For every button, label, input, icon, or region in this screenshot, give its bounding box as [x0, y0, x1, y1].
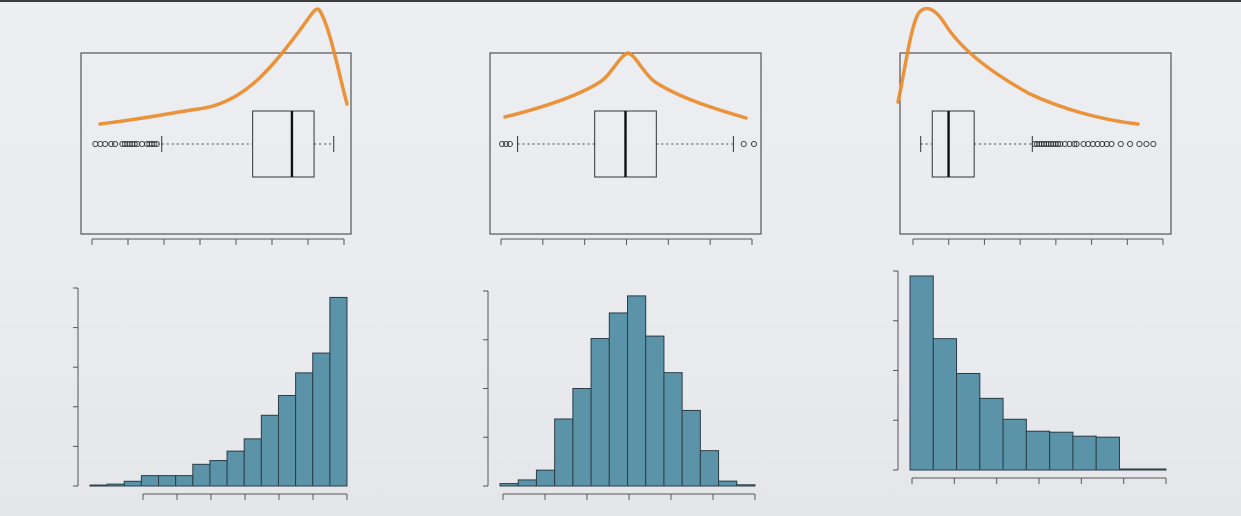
histogram-bar: [106, 483, 125, 487]
histogram-bar: [736, 484, 756, 487]
outlier-point: [1089, 140, 1096, 148]
outlier-point: [1031, 140, 1038, 148]
boxplot-frame: [80, 52, 352, 235]
histogram-bar: [699, 450, 720, 487]
histogram-bar: [329, 296, 348, 487]
histogram-bar: [1025, 430, 1051, 471]
outlier-point: [499, 140, 506, 148]
outlier-point: [506, 140, 513, 148]
density-curve: [98, 7, 349, 126]
histogram-2: [483, 290, 756, 500]
boxplot-frame: [899, 52, 1172, 235]
outlier-point: [1043, 140, 1050, 148]
outlier-point: [1080, 140, 1087, 148]
histogram-bar: [909, 275, 934, 471]
histogram-bar: [192, 463, 211, 487]
outlier-point: [1143, 140, 1150, 148]
outlier-point: [111, 140, 119, 148]
boxplot-1: [80, 7, 352, 245]
iqr-box: [252, 110, 315, 178]
outlier-point: [1073, 140, 1080, 148]
histogram-bar: [277, 394, 297, 487]
histogram-bar: [608, 312, 628, 487]
histogram-bar: [295, 372, 314, 487]
histogram-bar: [175, 475, 194, 487]
outlier-point: [108, 140, 115, 148]
boxplot-3: [896, 6, 1172, 245]
outlier-point: [153, 140, 160, 148]
outlier-point: [1057, 140, 1064, 148]
histogram-bar: [645, 335, 665, 487]
histogram-bar: [1118, 468, 1144, 471]
histogram-bar: [158, 475, 177, 487]
outlier-point: [1052, 140, 1059, 148]
outlier-point: [1099, 140, 1106, 148]
histogram-bar: [123, 480, 142, 487]
outlier-point: [1127, 140, 1134, 148]
outlier-point: [1040, 140, 1048, 148]
outlier-point: [750, 140, 758, 148]
histogram-bar: [312, 352, 331, 487]
outlier-point: [1050, 140, 1057, 148]
histogram-bar: [681, 409, 701, 487]
histogram-1: [73, 287, 348, 500]
histogram-bar: [243, 438, 262, 487]
outlier-point: [131, 140, 138, 148]
outlier-point: [1150, 140, 1157, 148]
outlier-point: [1085, 140, 1092, 148]
histogram-bar: [1002, 418, 1027, 471]
outlier-point: [102, 140, 109, 148]
outlier-point: [97, 140, 104, 148]
histogram-bar: [140, 475, 160, 487]
density-curve: [896, 6, 1140, 126]
histogram-bar: [663, 372, 683, 487]
outlier-point: [92, 140, 99, 148]
histogram-bar: [979, 397, 1004, 471]
outlier-point: [1033, 140, 1041, 148]
histogram-bar: [209, 460, 228, 487]
histogram-bar: [554, 418, 574, 487]
outlier-point: [1117, 140, 1124, 148]
outlier-point: [1136, 140, 1143, 148]
outlier-point: [139, 140, 146, 148]
histogram-bar: [718, 480, 738, 487]
histogram-bar: [89, 484, 108, 487]
histogram-bar: [1049, 431, 1074, 471]
outlier-point: [1094, 140, 1101, 148]
density-curve: [503, 51, 748, 120]
histogram-bar: [260, 414, 279, 487]
outlier-point: [1054, 140, 1061, 148]
histogram-bar: [1095, 436, 1120, 471]
histogram-bar: [932, 338, 958, 471]
boxplot-2: [489, 51, 762, 245]
histogram-3: [893, 270, 1167, 484]
histogram-bar: [590, 338, 610, 487]
outlier-point: [1061, 140, 1068, 148]
outlier-point: [1108, 140, 1115, 148]
outlier-point: [1071, 140, 1078, 148]
histogram-bar: [1072, 435, 1097, 471]
histogram-bar: [226, 450, 245, 487]
outlier-point: [502, 140, 510, 148]
outlier-point: [1066, 140, 1073, 148]
outlier-point: [1103, 140, 1110, 148]
histogram-bar: [956, 372, 981, 471]
histogram-bar: [572, 388, 592, 487]
outlier-point: [1038, 140, 1045, 148]
iqr-box: [931, 110, 975, 178]
histogram-bar: [1142, 468, 1167, 471]
histogram-bar: [627, 295, 647, 487]
outlier-point: [151, 140, 158, 148]
outlier-point: [1036, 140, 1043, 148]
outlier-point: [1047, 140, 1055, 148]
top-border: [0, 0, 1241, 2]
outlier-point: [1045, 140, 1052, 148]
histogram-bar: [535, 469, 556, 487]
outlier-point: [740, 140, 747, 148]
histogram-bar: [499, 483, 519, 487]
histogram-bar: [517, 479, 537, 487]
